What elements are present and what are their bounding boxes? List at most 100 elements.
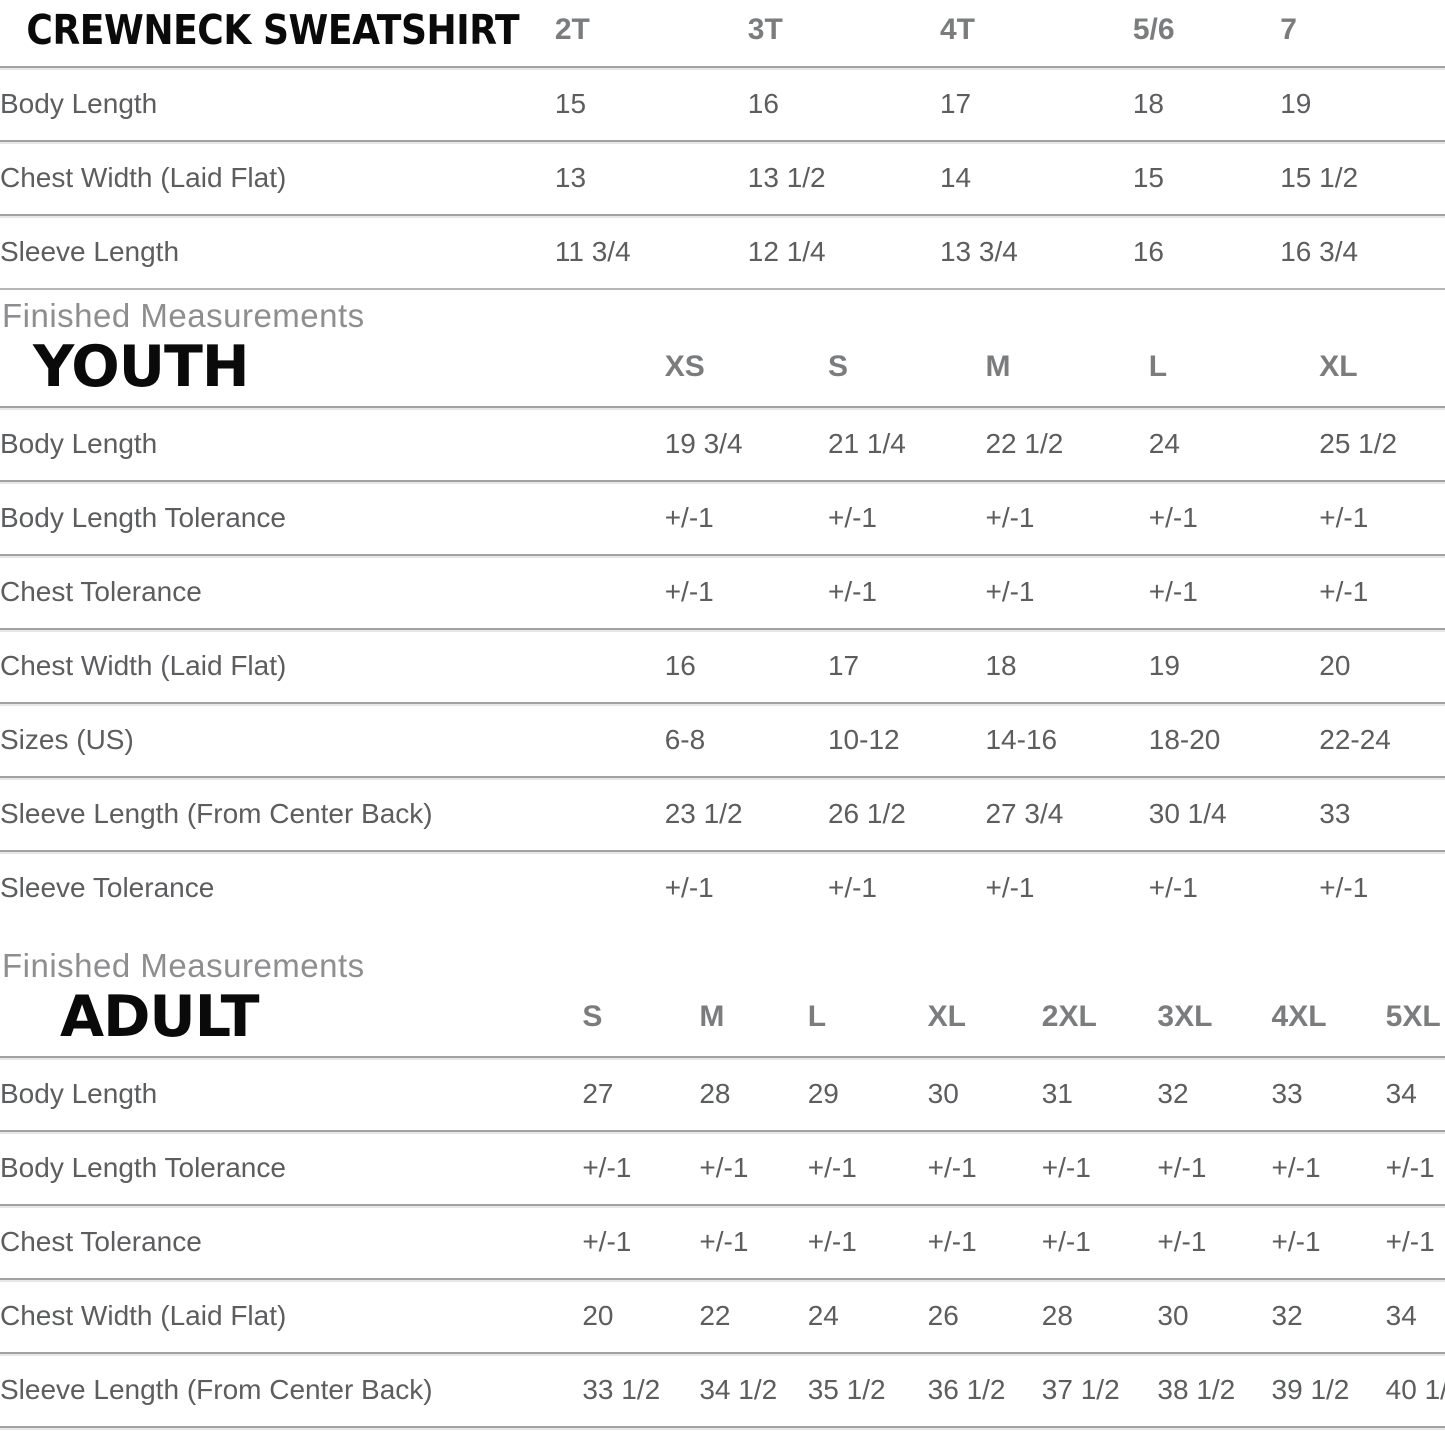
measurement-value: 30 [1157, 1278, 1272, 1353]
size-column-header-2xl: 2XL [1041, 1000, 1097, 1033]
measurement-value: 19 [1280, 66, 1445, 141]
row-label: Body Length [0, 1056, 583, 1131]
measurement-value: 29 [807, 1056, 928, 1131]
size-column-header-l: L [1148, 350, 1168, 383]
row-label: Body Length [0, 406, 665, 481]
measurement-value: +/-1 [807, 1130, 928, 1205]
measurement-value: +/-1 [985, 850, 1149, 924]
row-label: Sleeve Tolerance [0, 1426, 583, 1445]
measurement-value: 16 [1132, 214, 1281, 290]
size-column-header-m: M [699, 1000, 725, 1033]
measurement-value: 15 1/2 [1280, 140, 1445, 215]
measurement-value: +/-1 [1271, 1204, 1386, 1279]
table-row: Chest Tolerance +/-1 +/-1 +/-1 +/-1 +/-1… [0, 1204, 1445, 1279]
measurement-value: 14 [939, 140, 1133, 215]
row-label: Sleeve Tolerance [0, 850, 665, 924]
size-column-header-xs: XS [664, 350, 705, 383]
table-row: Sleeve Tolerance +/-1 +/-1 +/-1 +/-1 +/-… [0, 850, 1445, 924]
measurement-value: 14-16 [985, 702, 1149, 777]
measurement-value: +/-1 [1319, 554, 1445, 629]
measurement-value: 34 [1385, 1278, 1445, 1353]
table-row: Chest Width (Laid Flat) 20 22 24 26 28 3… [0, 1278, 1445, 1353]
measurement-value: 13 1/2 [747, 140, 940, 215]
measurement-value: +/-1 [1148, 850, 1320, 924]
measurement-value: +/-1 [1157, 1130, 1272, 1205]
measurement-value: 22 [699, 1278, 808, 1353]
measurement-value: 15 [554, 66, 748, 141]
measurement-value: +/-1 [807, 1426, 928, 1445]
size-column-header-5xl: 5XL [1385, 1000, 1441, 1033]
table-row: Body Length 15 16 17 18 19 [0, 66, 1445, 141]
measurement-value: 33 1/2 [582, 1352, 700, 1427]
measurement-value: +/-1 [927, 1130, 1042, 1205]
measurement-value: 25 1/2 [1319, 406, 1445, 481]
table-title-youth: YOUTH [33, 334, 250, 400]
table-title-adult: ADULT [60, 984, 259, 1050]
table-row: Sizes (US) 6-8 10-12 14-16 18-20 22-24 [0, 702, 1445, 777]
measurement-value: 30 1/4 [1148, 776, 1320, 851]
measurement-value: 23 1/2 [664, 776, 828, 851]
measurement-value: 27 3/4 [985, 776, 1149, 851]
row-label: Body Length [0, 66, 555, 141]
measurement-value: +/-1 [582, 1426, 700, 1445]
measurement-value: 11 3/4 [554, 214, 748, 290]
table-row: Sleeve Length (From Center Back) 23 1/2 … [0, 776, 1445, 851]
measurement-value: +/-1 [1041, 1426, 1158, 1445]
measurement-value: 16 [747, 66, 940, 141]
measurement-value: 18-20 [1148, 702, 1320, 777]
toddler-size-table: CREWNECK SWEATSHIRT 2T 3T 4T 5/6 7 Body … [0, 0, 1445, 290]
size-column-header-4xl: 4XL [1271, 1000, 1327, 1033]
measurement-value: 32 [1271, 1278, 1386, 1353]
row-label: Chest Width (Laid Flat) [0, 628, 665, 703]
measurement-value: +/-1 [582, 1130, 700, 1205]
measurement-value: +/-1 [827, 480, 986, 555]
measurement-value: 31 [1041, 1056, 1158, 1131]
measurement-value: +/-1 [1385, 1426, 1445, 1445]
row-label: Chest Width (Laid Flat) [0, 140, 555, 215]
measurement-value: 30 [927, 1056, 1042, 1131]
size-column-header-xl: XL [1319, 350, 1358, 383]
measurement-value: 6-8 [664, 702, 828, 777]
table-row: Chest Tolerance +/-1 +/-1 +/-1 +/-1 +/-1 [0, 554, 1445, 629]
measurement-value: +/-1 [1385, 1204, 1445, 1279]
size-column-header-s: S [582, 1000, 603, 1033]
size-column-header-5-6: 5/6 [1132, 13, 1175, 46]
measurement-value: 19 3/4 [664, 406, 828, 481]
size-column-header-s: S [827, 350, 848, 383]
measurement-value: 22 1/2 [985, 406, 1149, 481]
measurement-value: 35 1/2 [807, 1352, 928, 1427]
size-column-header-m: M [985, 350, 1011, 383]
measurement-value: +/-1 [827, 850, 986, 924]
row-label: Chest Tolerance [0, 1204, 583, 1279]
measurement-value: 18 [1132, 66, 1281, 141]
measurement-value: 20 [1319, 628, 1445, 703]
measurement-value: 36 1/2 [927, 1352, 1042, 1427]
table-row: Sleeve Tolerance +/-1 +/-1 +/-1 +/-1 +/-… [0, 1426, 1445, 1445]
row-label: Sizes (US) [0, 702, 665, 777]
measurement-value: 28 [699, 1056, 808, 1131]
table-row: Sleeve Length 11 3/4 12 1/4 13 3/4 16 16… [0, 214, 1445, 290]
size-column-header-xl: XL [927, 1000, 966, 1033]
measurement-value: 16 3/4 [1280, 214, 1445, 290]
row-label: Chest Width (Laid Flat) [0, 1278, 583, 1353]
measurement-value: 17 [939, 66, 1133, 141]
table-row: Sleeve Length (From Center Back) 33 1/2 … [0, 1352, 1445, 1427]
measurement-value: 40 1/2 [1385, 1352, 1445, 1427]
measurement-value: 13 3/4 [939, 214, 1133, 290]
row-label: Sleeve Length (From Center Back) [0, 776, 665, 851]
measurement-value: 20 [582, 1278, 700, 1353]
row-label: Body Length Tolerance [0, 1130, 583, 1205]
measurement-value: 38 1/2 [1157, 1352, 1272, 1427]
measurement-value: 21 1/4 [827, 406, 986, 481]
measurement-value: 37 1/2 [1041, 1352, 1158, 1427]
size-column-header-2t: 2T [554, 13, 590, 46]
size-column-header-l: L [807, 1000, 827, 1033]
measurement-value: +/-1 [1319, 850, 1445, 924]
row-label: Body Length Tolerance [0, 480, 665, 555]
measurement-value: +/-1 [1041, 1204, 1158, 1279]
size-column-header-7: 7 [1280, 13, 1297, 46]
measurement-value: 33 [1319, 776, 1445, 851]
size-column-header-3xl: 3XL [1157, 1000, 1213, 1033]
measurement-value: 24 [1148, 406, 1320, 481]
